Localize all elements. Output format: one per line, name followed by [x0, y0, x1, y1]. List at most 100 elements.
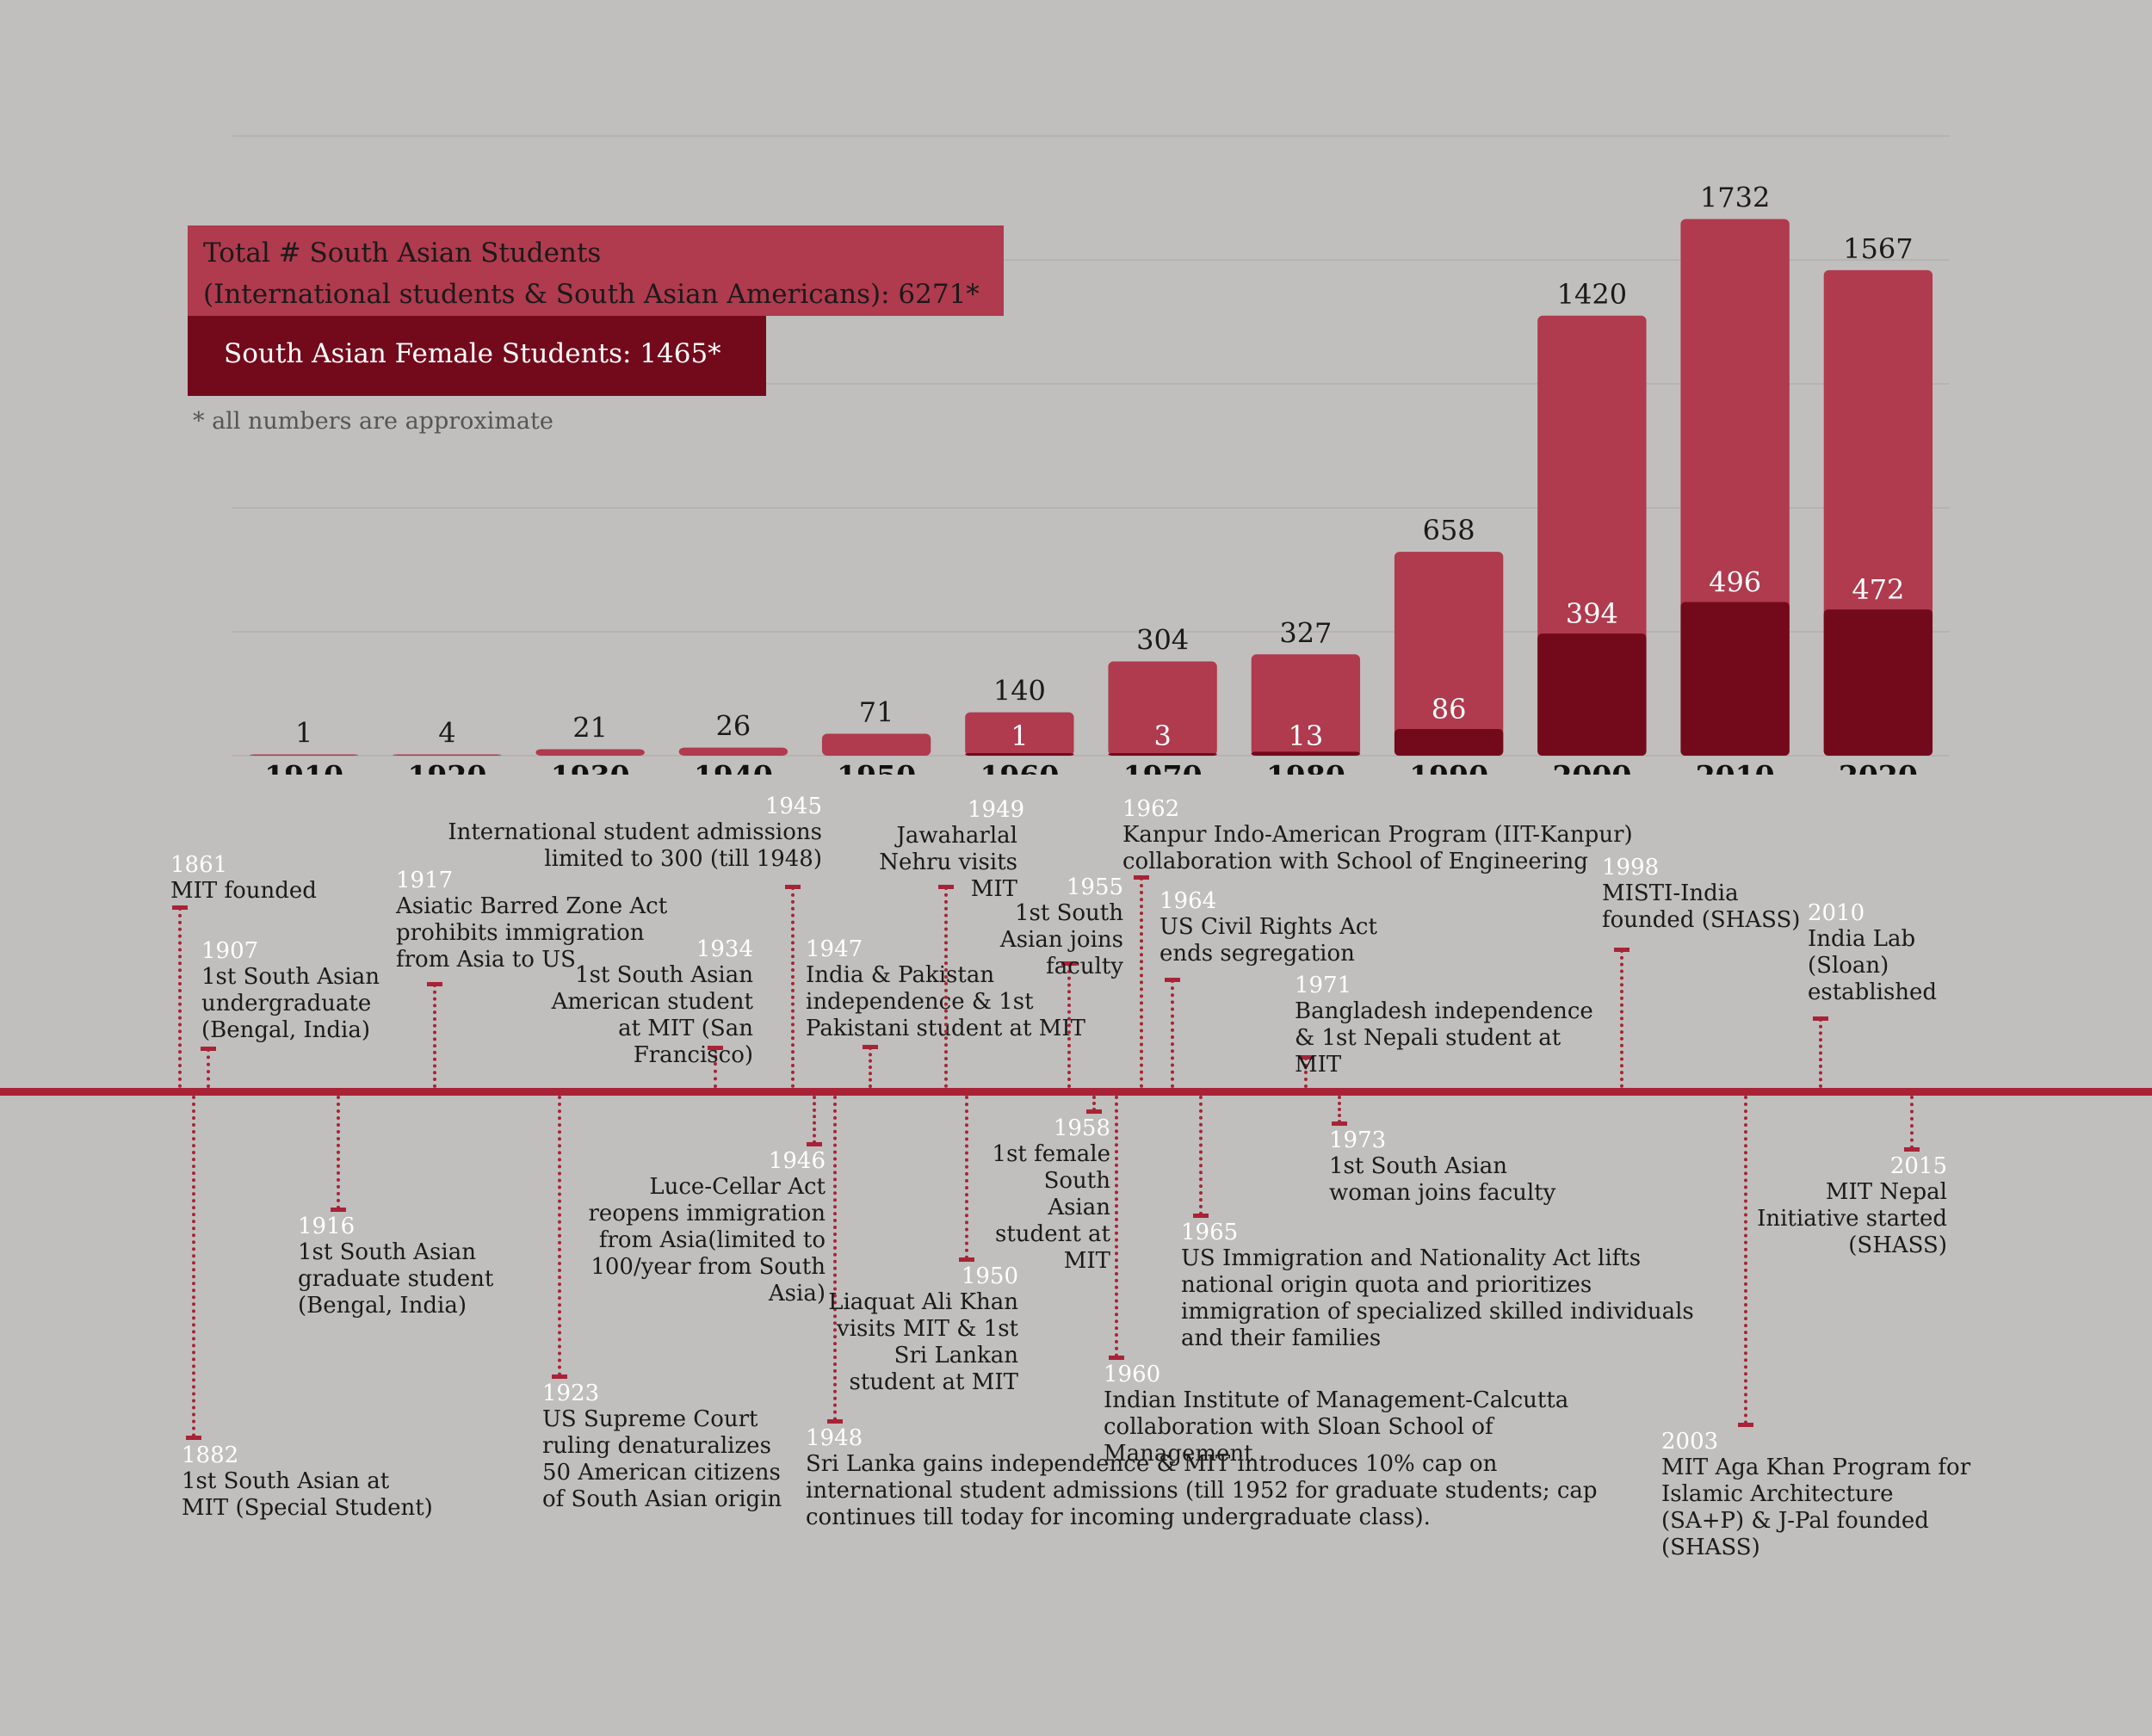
timeline-cap: [1738, 1423, 1753, 1427]
event-1964: 1964 US Civil Rights Act ends segregatio…: [1159, 888, 1383, 967]
event-1861: 1861 MIT founded: [170, 852, 394, 905]
timeline-cap: [552, 1375, 567, 1379]
event-text: 1st South Asian undergraduate (Bengal, I…: [201, 964, 380, 1043]
event-year: 2010: [1808, 900, 1865, 926]
bar-total: [249, 754, 359, 756]
event-text: Kanpur Indo-American Program (IIT-Kanpur…: [1122, 822, 1633, 874]
event-1948: 1948 Sri Lanka gains independence & MIT …: [806, 1425, 1632, 1531]
event-text: 1st South Asian graduate student (Bengal…: [298, 1239, 494, 1319]
bar-total-label: 1567: [1843, 232, 1913, 265]
event-text: 1st South Asian at MIT (Special Student): [182, 1468, 433, 1521]
event-2015: 2015 MIT Nepal Initiative started (SHASS…: [1756, 1153, 1947, 1259]
timeline-cap: [1332, 1121, 1347, 1126]
bar-female: [965, 753, 1074, 756]
bar-total: [393, 754, 502, 756]
x-tick-label: 1960: [980, 759, 1059, 775]
event-text: Jawaharlal Nehru visits MIT: [879, 823, 1017, 902]
bar-total-label: 327: [1279, 616, 1332, 649]
timeline-stem: [1171, 979, 1174, 1088]
event-1955: 1955 1st South Asian joins faculty: [947, 874, 1123, 980]
bar-total-label: 140: [993, 675, 1046, 707]
event-year: 1964: [1159, 888, 1217, 914]
bar-female: [1394, 729, 1504, 756]
event-text: Asiatic Barred Zone Act prohibits immigr…: [396, 893, 668, 973]
event-1945: 1945 International student admissions li…: [448, 794, 822, 873]
timeline-cap: [1165, 978, 1180, 982]
timeline-cap: [827, 1419, 843, 1424]
event-text: Luce-Cellar Act reopens immigration from…: [588, 1174, 826, 1307]
timeline-cap: [186, 1436, 201, 1440]
timeline-stem: [558, 1096, 561, 1376]
x-tick-label: 2020: [1839, 759, 1918, 775]
event-year: 1962: [1122, 796, 1180, 822]
bar-female: [1680, 602, 1790, 756]
event-year: 1971: [1295, 973, 1352, 998]
bar-total: [1108, 661, 1217, 756]
event-year: 1973: [1329, 1127, 1387, 1153]
timeline-stem: [965, 1096, 968, 1259]
event-year: 1861: [170, 852, 228, 878]
event-2003: 2003 MIT Aga Khan Program for Islamic Ar…: [1661, 1429, 1980, 1561]
event-text: 1st South Asian American student at MIT …: [551, 962, 753, 1068]
timeline-cap: [959, 1257, 974, 1262]
bar-female-label: 1: [1011, 720, 1028, 752]
timeline-stem: [1092, 1096, 1096, 1111]
event-1917: 1917 Asiatic Barred Zone Act prohibits i…: [396, 868, 671, 973]
timeline-cap: [1134, 875, 1149, 880]
event-year: 1923: [542, 1381, 600, 1406]
bar-female-label: 13: [1289, 720, 1324, 752]
timeline-cap: [331, 1208, 346, 1212]
event-year: 1948: [806, 1425, 863, 1451]
x-tick-label: 1970: [1123, 759, 1203, 775]
timeline-cap: [201, 1047, 216, 1051]
x-tick-label: 1990: [1409, 759, 1488, 775]
x-tick-label: 2010: [1696, 759, 1775, 775]
event-1971: 1971 Bangladesh independence & 1st Nepal…: [1295, 973, 1605, 1078]
timeline-cap: [785, 885, 801, 889]
x-tick-label: 1980: [1266, 759, 1345, 775]
event-text: US Civil Rights Act ends segregation: [1159, 914, 1377, 967]
legend-total-line2: (International students & South Asian Am…: [203, 279, 980, 310]
event-text: 1st female South Asian student at MIT: [992, 1141, 1110, 1274]
bar-total: [1394, 552, 1504, 756]
event-year: 1917: [396, 868, 454, 893]
event-1949: 1949 Jawaharlal Nehru visits MIT: [826, 797, 1024, 903]
timeline-cap: [427, 982, 442, 986]
event-1998: 1998 MISTI-India founded (SHASS): [1602, 855, 1817, 934]
chart-bars: [249, 219, 1933, 757]
timeline-stem: [1744, 1096, 1747, 1424]
bar-female-label: 472: [1852, 573, 1904, 606]
bar-female-label: 394: [1566, 597, 1618, 630]
bar-total: [965, 712, 1074, 756]
timeline-cap: [1193, 1214, 1209, 1218]
timeline-stem: [833, 1096, 837, 1421]
timeline-stem: [1620, 949, 1623, 1088]
timeline-cap: [1109, 1356, 1124, 1360]
bar-female: [1537, 633, 1647, 756]
x-tick-label: 1930: [551, 759, 630, 775]
bar-total: [1251, 654, 1361, 756]
event-year: 1960: [1104, 1362, 1161, 1387]
event-text: Sri Lanka gains independence & MIT intro…: [806, 1451, 1598, 1530]
x-tick-label: 1940: [694, 759, 773, 775]
timeline-cap: [708, 1046, 723, 1050]
x-tick-label: 1910: [264, 759, 343, 775]
timeline-stem: [207, 1048, 210, 1088]
event-2010: 2010 India Lab (Sloan) established: [1808, 900, 1945, 1006]
bar-female: [1823, 609, 1933, 756]
bar-total-label: 4: [438, 717, 455, 750]
event-1962: 1962 Kanpur Indo-American Program (IIT-K…: [1122, 796, 1656, 875]
event-year: 1958: [1053, 1115, 1110, 1141]
timeline-stem: [1910, 1096, 1914, 1149]
timeline-stem: [714, 1047, 717, 1088]
timeline-stem: [192, 1096, 195, 1437]
event-1965: 1965 US Immigration and Nationality Act …: [1181, 1220, 1732, 1352]
bar-total-label: 658: [1423, 514, 1475, 547]
event-text: MIT Aga Khan Program for Islamic Archite…: [1661, 1455, 1971, 1560]
x-tick-label: 1920: [407, 759, 486, 775]
event-text: MIT Nepal Initiative started (SHASS): [1757, 1179, 1947, 1258]
timeline-stem: [337, 1096, 340, 1209]
bar-total-label: 71: [859, 695, 894, 728]
timeline-cap: [172, 905, 188, 910]
bar-female: [1251, 751, 1361, 756]
